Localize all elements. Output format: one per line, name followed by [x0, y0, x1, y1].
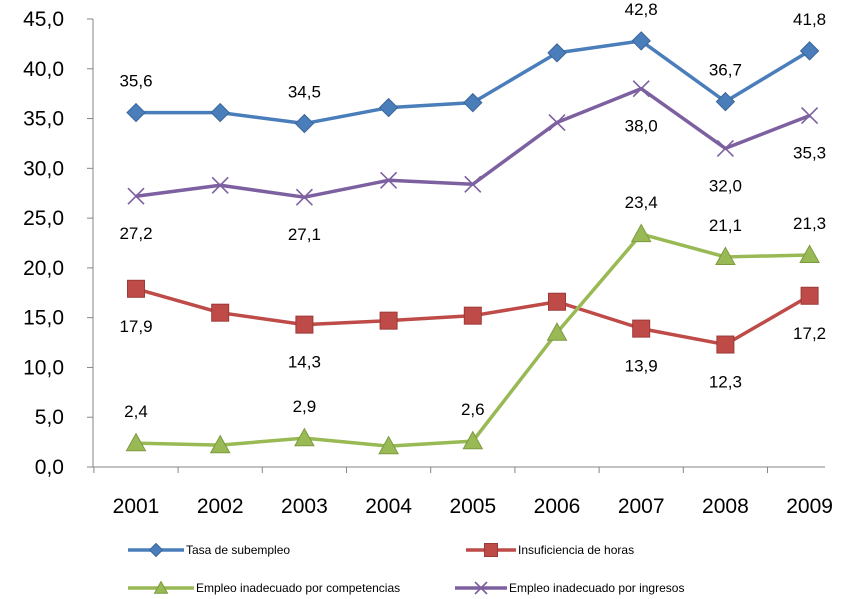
data-point — [295, 188, 313, 206]
data-label: 13,9 — [625, 357, 658, 376]
x-tick-label: 2006 — [534, 495, 581, 518]
x-tick-label: 2003 — [281, 495, 328, 518]
y-tick-label: 30,0 — [23, 157, 64, 180]
data-label: 2,6 — [461, 400, 485, 419]
chart-legend: Tasa de subempleo Insuficiencia de horas E… — [128, 542, 684, 595]
legend-item: Empleo inadecuado por ingresos — [455, 581, 684, 595]
x-tick-label: 2005 — [449, 495, 496, 518]
data-point — [547, 43, 567, 63]
data-point — [127, 187, 145, 205]
data-point — [211, 176, 229, 194]
x-tick-label: 2007 — [618, 495, 665, 518]
data-label: 32,0 — [709, 176, 742, 195]
data-point — [210, 102, 230, 123]
x-tick-label: 2001 — [113, 495, 160, 518]
data-point — [463, 306, 482, 325]
data-label: 38,0 — [625, 117, 658, 136]
legend-label: Tasa de subempleo — [186, 543, 290, 557]
y-tick-label: 45,0 — [23, 8, 64, 31]
legend-label: Insuficiencia de horas — [518, 543, 634, 557]
data-label: 17,9 — [119, 317, 152, 336]
series-insuficiencia-de-horas — [127, 279, 819, 354]
data-point — [715, 91, 736, 112]
x-tick-label: 2008 — [702, 495, 749, 518]
y-tick-label: 5,0 — [35, 406, 64, 429]
series-tasa-de-subempleo — [126, 31, 820, 134]
y-tick-label: 40,0 — [23, 58, 64, 81]
data-point — [380, 171, 398, 189]
series-empleo-inadecuado-por-competencias — [125, 223, 820, 455]
data-label: 35,6 — [119, 72, 152, 91]
series-lines — [125, 31, 820, 455]
data-point — [632, 319, 651, 338]
data-point — [462, 430, 484, 450]
data-point — [548, 292, 566, 311]
data-label: 21,3 — [793, 214, 826, 233]
data-label: 27,2 — [119, 224, 152, 243]
x-tick-label: 2002 — [197, 495, 244, 518]
data-point — [801, 107, 819, 125]
data-point — [126, 102, 146, 123]
data-point — [378, 435, 399, 455]
data-point — [546, 322, 568, 341]
legend-marker — [484, 543, 498, 557]
y-tick-label: 0,0 — [35, 456, 64, 479]
data-point — [548, 113, 566, 132]
data-point — [716, 335, 735, 354]
data-point — [716, 139, 734, 157]
legend-item: Empleo inadecuado por competencias — [128, 580, 400, 595]
data-label: 27,1 — [288, 225, 321, 244]
y-tick-label: 10,0 — [23, 356, 64, 379]
data-label: 2,4 — [124, 402, 148, 421]
legend-item: Insuficiencia de horas — [466, 543, 634, 557]
data-point — [800, 286, 819, 305]
legend-item: Tasa de subempleo — [128, 542, 290, 558]
data-point — [127, 279, 145, 298]
data-label: 14,3 — [288, 353, 321, 372]
data-point — [378, 97, 399, 118]
y-tick-label: 25,0 — [23, 207, 64, 230]
data-point — [211, 303, 230, 322]
legend-label: Empleo inadecuado por competencias — [196, 581, 400, 595]
data-label: 42,8 — [625, 0, 658, 19]
data-point — [463, 92, 483, 113]
chart-axes: 0,0 5,0 10,0 15,0 20,0 25,0 30,0 35,0 40,0 45,0 20… — [23, 8, 833, 518]
y-tick-label: 15,0 — [23, 307, 64, 330]
data-point — [294, 113, 315, 134]
data-label: 23,4 — [625, 193, 658, 212]
data-label: 41,8 — [793, 10, 826, 29]
data-point — [630, 223, 652, 243]
data-point — [294, 427, 315, 447]
data-label: 36,7 — [709, 61, 742, 80]
y-tick-label: 35,0 — [23, 108, 64, 131]
data-label: 17,2 — [793, 324, 826, 343]
data-point — [715, 246, 736, 266]
data-point — [125, 432, 147, 452]
legend-marker — [153, 580, 169, 594]
data-point — [799, 244, 820, 264]
data-point — [631, 31, 651, 51]
data-label: 2,9 — [293, 397, 317, 416]
data-point — [632, 80, 650, 98]
data-label: 12,3 — [709, 373, 742, 392]
data-labels: 35,6 34,5 42,8 36,7 41,8 17,9 14,3 13,9 12,3 17,2… — [119, 0, 826, 421]
data-point — [379, 311, 398, 330]
legend-marker — [148, 542, 164, 558]
series-empleo-inadecuado-por-ingresos — [127, 80, 819, 206]
data-label: 35,3 — [793, 144, 826, 163]
x-tick-label: 2009 — [786, 495, 833, 518]
data-point — [464, 175, 482, 193]
x-tick-label: 2004 — [365, 495, 412, 518]
y-tick-label: 20,0 — [23, 257, 64, 280]
data-point — [209, 434, 231, 454]
data-point — [799, 41, 820, 61]
data-label: 34,5 — [288, 83, 321, 102]
legend-marker — [474, 581, 488, 595]
legend-label: Empleo inadecuado por ingresos — [509, 581, 684, 595]
data-label: 21,1 — [709, 216, 742, 235]
data-point — [295, 315, 314, 334]
